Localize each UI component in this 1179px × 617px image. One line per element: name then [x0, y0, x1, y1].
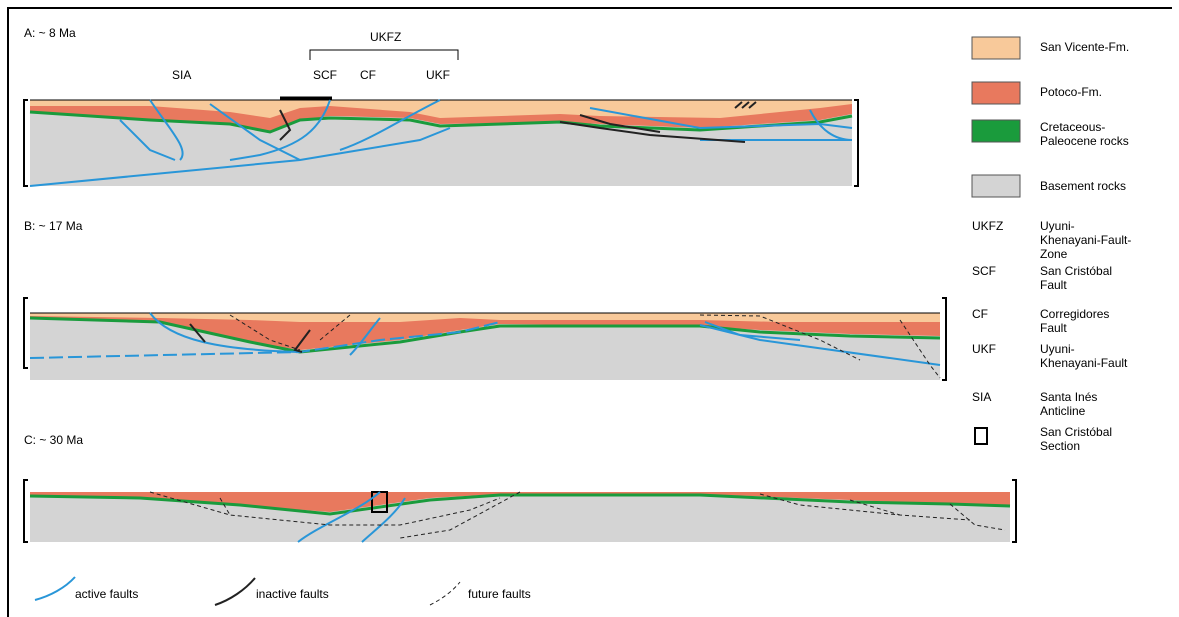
- legend-abbr: UKFZ: [972, 219, 1032, 233]
- legend-swatch: [972, 175, 1020, 197]
- legend-swatch: [972, 82, 1020, 104]
- fault-label: CF: [360, 68, 376, 82]
- fault-label: SIA: [172, 68, 191, 82]
- legend-label: Santa Inés Anticline: [1040, 390, 1135, 418]
- legend-label: Basement rocks: [1040, 179, 1140, 193]
- legend: [972, 37, 1020, 197]
- legend-label: Uyuni-Khenayani-Fault-Zone: [1040, 219, 1135, 261]
- legend-label: San Cristóbal Section: [1040, 425, 1120, 453]
- legend-abbr: CF: [972, 307, 1032, 321]
- legend-label: San Vicente-Fm.: [1040, 40, 1140, 54]
- legend-abbr: SCF: [972, 264, 1032, 278]
- panel-label: B: ~ 17 Ma: [24, 219, 82, 233]
- section-b: [24, 298, 946, 380]
- legend-label: future faults: [468, 587, 531, 601]
- legend-label: Uyuni-Khenayani-Fault: [1040, 342, 1135, 370]
- legend-swatch: [972, 120, 1020, 142]
- page: A: ~ 8 Ma B: ~ 17 Ma C: ~ 30 Ma UKFZ SIA…: [0, 0, 1179, 617]
- legend-swatch: [972, 37, 1020, 59]
- inactive-fault-icon: [215, 578, 255, 605]
- legend-label: inactive faults: [256, 587, 329, 601]
- zone-bracket: [310, 50, 458, 60]
- zone-label: UKFZ: [370, 30, 401, 44]
- panel-label: A: ~ 8 Ma: [24, 26, 76, 40]
- legend-label: Potoco-Fm.: [1040, 85, 1140, 99]
- fault-label: SCF: [313, 68, 337, 82]
- section-c: [24, 480, 1016, 542]
- active-fault-icon: [35, 577, 75, 600]
- legend-label: active faults: [75, 587, 138, 601]
- box-icon: [975, 428, 987, 444]
- legend-abbr: SIA: [972, 390, 1032, 404]
- legend-label: San Cristóbal Fault: [1040, 264, 1135, 292]
- legend-label: Cretaceous-Paleocene rocks: [1040, 120, 1140, 148]
- fault-label: UKF: [426, 68, 450, 82]
- future-fault-icon: [430, 582, 460, 605]
- legend-label: Corregidores Fault: [1040, 307, 1135, 335]
- panel-label: C: ~ 30 Ma: [24, 433, 83, 447]
- legend-abbr: UKF: [972, 342, 1032, 356]
